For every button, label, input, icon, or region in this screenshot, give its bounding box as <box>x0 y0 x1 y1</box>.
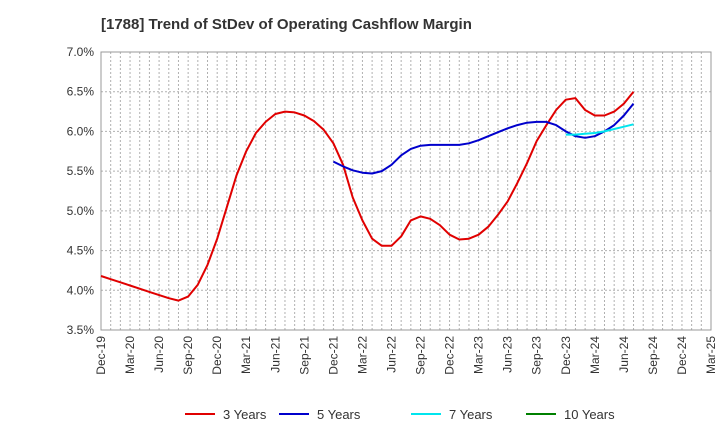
x-tick-label: Jun-23 <box>501 336 515 373</box>
y-tick-label: 3.5% <box>67 323 95 337</box>
x-tick-label: Jun-22 <box>384 336 398 373</box>
legend-label: 10 Years <box>564 407 615 422</box>
x-tick-label: Mar-23 <box>472 336 486 374</box>
x-tick-label: Sep-21 <box>297 336 311 375</box>
x-tick-label: Mar-21 <box>239 336 253 374</box>
legend-label: 3 Years <box>223 407 267 422</box>
x-tick-label: Mar-20 <box>123 336 137 374</box>
y-axis-ticks: 3.5% 4.0% 4.5% 5.0% 5.5% 6.0% 6.5% 7.0% <box>67 45 95 337</box>
y-tick-label: 5.0% <box>67 204 95 218</box>
y-tick-label: 6.5% <box>67 85 95 99</box>
series-layer <box>100 91 635 302</box>
x-tick-label: Jun-21 <box>268 336 282 373</box>
series-line-3-years <box>100 91 635 302</box>
legend-label: 5 Years <box>317 407 361 422</box>
y-tick-label: 4.0% <box>67 283 95 297</box>
plot-area-border <box>100 51 712 331</box>
x-tick-label: Sep-22 <box>414 336 428 375</box>
x-tick-label: Sep-20 <box>181 336 195 375</box>
legend-label: 7 Years <box>449 407 493 422</box>
series-line-5-years <box>332 102 635 175</box>
y-tick-label: 7.0% <box>67 45 95 59</box>
x-tick-label: Mar-24 <box>588 336 602 374</box>
chart-title: [1788] Trend of StDev of Operating Cashf… <box>101 16 472 33</box>
series-line-7-years <box>565 123 634 136</box>
y-tick-label: 5.5% <box>67 164 95 178</box>
x-tick-label: Dec-19 <box>94 336 108 375</box>
x-tick-label: Dec-21 <box>326 336 340 375</box>
x-tick-label: Dec-24 <box>675 336 689 375</box>
x-tick-label: Sep-24 <box>646 336 660 375</box>
x-tick-label: Sep-23 <box>530 336 544 375</box>
x-tick-label: Dec-22 <box>443 336 457 375</box>
x-tick-label: Jun-24 <box>617 336 631 373</box>
legend: 3 Years 5 Years 7 Years 10 Years <box>185 407 615 422</box>
x-tick-label: Mar-25 <box>704 336 718 374</box>
x-tick-label: Mar-22 <box>355 336 369 374</box>
x-tick-label: Dec-20 <box>210 336 224 375</box>
x-tick-label: Jun-20 <box>152 336 166 373</box>
y-tick-label: 6.0% <box>67 124 95 138</box>
grid <box>101 51 711 331</box>
x-tick-label: Dec-23 <box>559 336 573 375</box>
y-tick-label: 4.5% <box>67 244 95 258</box>
x-axis-ticks: Dec-19 Mar-20 Jun-20 Sep-20 Dec-20 Mar-21 Jun-… <box>94 336 718 375</box>
